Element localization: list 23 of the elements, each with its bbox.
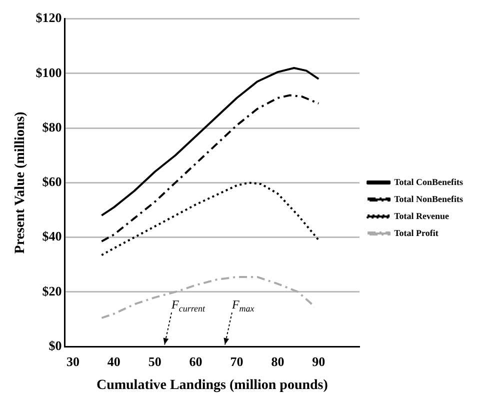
y-tick-label: $20 bbox=[42, 283, 62, 298]
legend-label: Total Profit bbox=[394, 228, 438, 238]
x-tick-label: 50 bbox=[148, 354, 162, 369]
x-tick-label: 60 bbox=[189, 354, 202, 369]
x-axis-title: Cumulative Landings (million pounds) bbox=[96, 378, 328, 394]
y-tick-label: $80 bbox=[42, 119, 62, 134]
x-tick-label: 80 bbox=[271, 354, 284, 369]
x-tick-label: 30 bbox=[66, 354, 80, 369]
x-tick-label: 90 bbox=[312, 354, 326, 369]
y-tick-label: $60 bbox=[42, 174, 62, 190]
line-series bbox=[100, 94, 320, 242]
y-tick-label: $120 bbox=[36, 10, 62, 26]
y-tick-label: $0 bbox=[48, 338, 62, 353]
line-series bbox=[100, 182, 320, 256]
legend-label: Total NonBenefits bbox=[394, 194, 464, 204]
legend-label: Total ConBenefits bbox=[394, 176, 464, 187]
y-axis-title: Present Value (millions) bbox=[13, 111, 28, 254]
y-tick-label: $40 bbox=[42, 228, 62, 244]
x-tick-label: 40 bbox=[107, 354, 120, 369]
legend-label: Total Revenue bbox=[394, 210, 449, 221]
line-series bbox=[100, 276, 316, 319]
y-tick-label: $100 bbox=[36, 64, 62, 80]
x-tick-label: 70 bbox=[230, 354, 244, 369]
